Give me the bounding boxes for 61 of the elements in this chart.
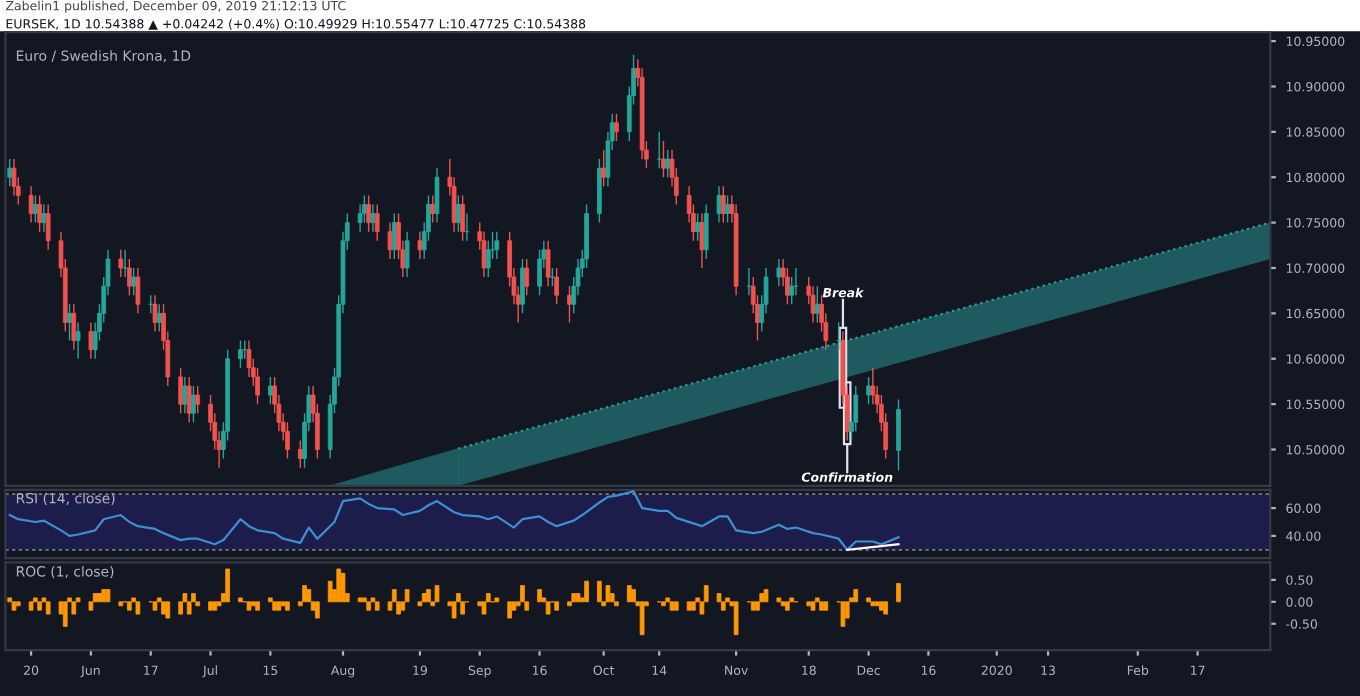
candlestick xyxy=(656,131,662,169)
candlestick xyxy=(699,212,705,269)
candlestick xyxy=(716,185,722,224)
candlestick xyxy=(366,194,371,233)
candlestick xyxy=(785,267,790,305)
candlestick xyxy=(789,276,795,305)
candlestick xyxy=(417,230,423,260)
candlestick xyxy=(896,398,901,472)
candlestick xyxy=(11,158,17,197)
candlestick xyxy=(537,249,542,296)
candlestick xyxy=(178,367,183,414)
candlestick xyxy=(810,285,816,324)
candlestick xyxy=(720,185,726,224)
candlestick xyxy=(550,267,555,287)
candlestick xyxy=(524,258,530,296)
candlestick xyxy=(268,376,273,405)
candlestick xyxy=(370,203,376,233)
candlestick xyxy=(793,267,799,296)
candlestick xyxy=(597,158,602,224)
candlestick xyxy=(135,267,141,315)
candlestick xyxy=(870,367,876,405)
candlestick xyxy=(357,203,363,233)
candlestick xyxy=(520,258,525,315)
candlestick xyxy=(703,203,709,260)
candlestick xyxy=(434,167,440,224)
candlestick xyxy=(195,385,201,414)
candlestick xyxy=(71,303,77,351)
line-series xyxy=(8,490,900,551)
candlestick xyxy=(186,376,192,423)
candlestick xyxy=(661,140,666,178)
candlestick xyxy=(37,194,42,233)
candlestick xyxy=(665,149,671,178)
candlestick xyxy=(584,203,589,269)
candlestick xyxy=(191,385,196,423)
candlestick xyxy=(45,203,51,251)
candlestick xyxy=(387,221,393,260)
candlestick xyxy=(88,321,94,360)
candlestick xyxy=(285,421,290,460)
candlestick xyxy=(776,258,782,287)
candlestick xyxy=(866,376,871,405)
candlestick xyxy=(545,240,551,287)
candlestick xyxy=(152,294,158,333)
candlestick xyxy=(238,339,243,369)
candlestick xyxy=(460,194,465,242)
candlestick xyxy=(554,267,559,305)
candlestick xyxy=(75,321,81,360)
candlestick xyxy=(255,367,260,405)
candlestick xyxy=(614,113,619,142)
candlestick xyxy=(404,230,410,278)
candlestick xyxy=(485,240,491,278)
candlestick xyxy=(374,203,380,242)
candlestick xyxy=(481,230,487,278)
candlestick xyxy=(182,376,188,414)
candlestick xyxy=(118,249,124,278)
candlestick xyxy=(246,339,252,378)
candlestick xyxy=(41,203,47,233)
candlestick xyxy=(131,267,136,296)
candlestick xyxy=(746,267,752,296)
candlestick xyxy=(127,258,132,296)
candlestick xyxy=(853,385,859,433)
candlestick xyxy=(28,185,34,224)
